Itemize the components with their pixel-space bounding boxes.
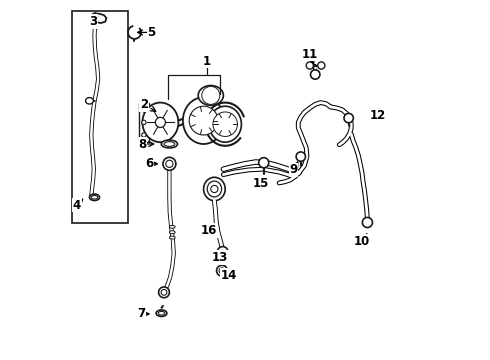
Bar xyxy=(72,11,128,223)
Ellipse shape xyxy=(183,97,224,144)
Ellipse shape xyxy=(209,106,242,142)
Circle shape xyxy=(306,62,314,69)
Circle shape xyxy=(219,268,225,274)
Bar xyxy=(139,103,149,142)
Circle shape xyxy=(218,117,232,131)
Circle shape xyxy=(296,152,305,161)
Ellipse shape xyxy=(91,195,98,199)
Circle shape xyxy=(217,247,228,257)
Circle shape xyxy=(142,108,146,112)
Ellipse shape xyxy=(143,103,178,142)
Circle shape xyxy=(205,90,216,101)
Text: 11: 11 xyxy=(302,48,318,60)
Circle shape xyxy=(344,113,353,123)
Ellipse shape xyxy=(204,177,225,201)
Text: 10: 10 xyxy=(354,235,370,248)
Circle shape xyxy=(318,62,325,69)
Text: 8: 8 xyxy=(138,138,147,150)
Text: 6: 6 xyxy=(146,157,154,170)
Circle shape xyxy=(363,217,372,228)
Text: 3: 3 xyxy=(89,15,97,28)
Circle shape xyxy=(211,185,218,193)
Circle shape xyxy=(166,160,173,167)
Circle shape xyxy=(142,120,146,125)
Text: 13: 13 xyxy=(212,251,228,264)
Circle shape xyxy=(195,112,213,130)
Text: 16: 16 xyxy=(201,224,217,237)
Circle shape xyxy=(161,289,167,295)
Circle shape xyxy=(189,106,218,135)
Circle shape xyxy=(92,13,98,19)
Ellipse shape xyxy=(86,98,94,104)
Text: 12: 12 xyxy=(370,109,386,122)
Ellipse shape xyxy=(170,225,175,228)
Ellipse shape xyxy=(161,140,177,148)
Text: 15: 15 xyxy=(253,177,270,190)
Circle shape xyxy=(163,157,176,170)
Ellipse shape xyxy=(90,194,99,201)
Ellipse shape xyxy=(170,231,175,234)
Circle shape xyxy=(259,158,269,168)
Text: 14: 14 xyxy=(220,269,237,282)
Circle shape xyxy=(155,117,166,127)
Ellipse shape xyxy=(207,181,221,197)
Ellipse shape xyxy=(198,86,223,105)
Text: 1: 1 xyxy=(203,55,211,68)
Text: 5: 5 xyxy=(147,26,155,39)
Text: 7: 7 xyxy=(138,307,146,320)
Circle shape xyxy=(213,112,238,136)
Ellipse shape xyxy=(170,236,175,239)
Text: 9: 9 xyxy=(290,163,298,176)
Circle shape xyxy=(311,70,320,79)
Circle shape xyxy=(202,86,220,104)
Circle shape xyxy=(217,265,227,276)
Text: 2: 2 xyxy=(140,98,148,111)
Text: 4: 4 xyxy=(73,199,81,212)
Circle shape xyxy=(142,133,146,137)
Circle shape xyxy=(159,287,170,298)
Ellipse shape xyxy=(156,310,167,316)
Ellipse shape xyxy=(158,311,165,315)
Ellipse shape xyxy=(164,142,175,147)
